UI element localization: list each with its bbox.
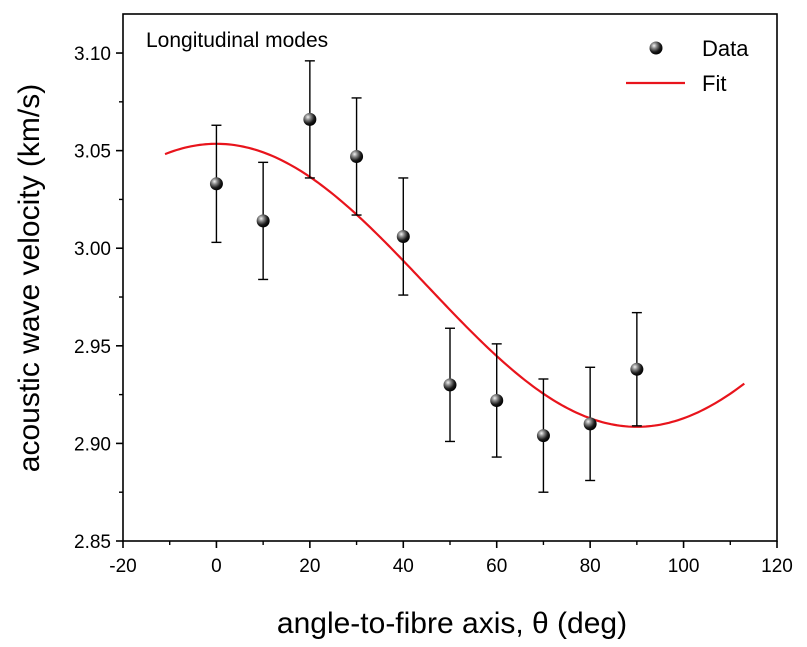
x-tick-label: -20 — [109, 556, 136, 577]
legend-data-label: Data — [702, 36, 749, 61]
data-series — [209, 60, 644, 493]
plot-frame — [122, 13, 778, 542]
annotation-longitudinal-modes: Longitudinal modes — [146, 29, 328, 52]
data-marker — [350, 149, 364, 163]
data-point — [256, 161, 270, 281]
legend-data-marker — [649, 41, 663, 55]
data-point — [443, 327, 457, 443]
data-marker — [396, 230, 410, 244]
y-tick-label: 2.85 — [74, 532, 111, 553]
y-tick-label: 3.10 — [74, 44, 111, 65]
data-point — [350, 97, 364, 216]
y-tick-label: 3.00 — [74, 239, 111, 260]
x-axis-title: angle-to-fibre axis, θ (deg) — [277, 607, 627, 640]
data-marker — [443, 378, 457, 392]
data-point — [303, 60, 317, 179]
x-tick-label: 100 — [668, 556, 700, 577]
legend: Data Fit — [626, 36, 749, 96]
data-point — [630, 311, 644, 427]
data-marker — [536, 429, 550, 443]
data-point — [536, 378, 550, 493]
data-marker — [209, 177, 223, 191]
y-tick-label: 2.90 — [74, 434, 111, 455]
data-point — [209, 124, 223, 244]
data-marker — [256, 214, 270, 228]
x-tick-label: 60 — [486, 556, 507, 577]
y-axis-ticks: 2.85 2.90 2.95 3.00 3.05 3.10 — [74, 44, 123, 553]
x-tick-label: 0 — [211, 556, 222, 577]
data-point — [583, 366, 597, 482]
data-marker — [490, 393, 504, 407]
x-tick-label: 20 — [299, 556, 320, 577]
fit-curve — [164, 142, 745, 428]
data-point — [396, 177, 410, 296]
y-tick-label: 3.05 — [74, 142, 111, 163]
x-tick-label: 40 — [393, 556, 414, 577]
data-marker — [583, 417, 597, 431]
x-tick-label: 80 — [580, 556, 601, 577]
y-axis-title: acoustic wave velocity (km/s) — [13, 84, 46, 472]
data-marker — [303, 112, 317, 126]
data-marker — [630, 362, 644, 376]
legend-fit-label: Fit — [702, 71, 726, 96]
x-tick-label: 120 — [761, 556, 793, 577]
data-point — [490, 343, 504, 458]
y-tick-label: 2.95 — [74, 337, 111, 358]
x-axis-ticks: -20 0 20 40 60 80 100 120 — [109, 541, 793, 577]
